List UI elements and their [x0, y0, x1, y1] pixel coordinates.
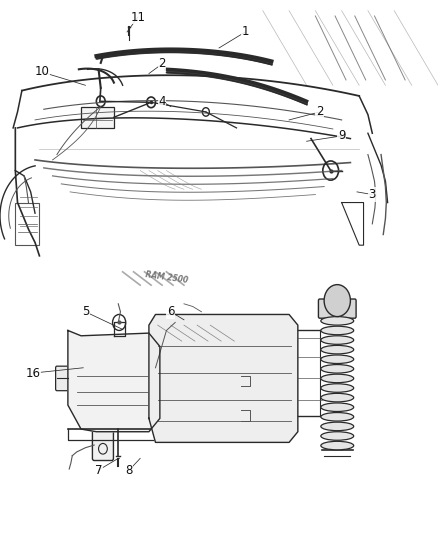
FancyBboxPatch shape — [56, 366, 71, 391]
Text: RAM 2500: RAM 2500 — [145, 270, 188, 285]
Text: 11: 11 — [131, 11, 145, 23]
Text: 2: 2 — [158, 58, 166, 70]
Ellipse shape — [321, 374, 354, 383]
Ellipse shape — [321, 432, 354, 440]
Text: 6: 6 — [167, 305, 175, 318]
FancyBboxPatch shape — [81, 107, 114, 128]
Text: 10: 10 — [34, 66, 49, 78]
Text: 3: 3 — [369, 188, 376, 201]
Text: 16: 16 — [25, 367, 40, 379]
Polygon shape — [68, 330, 160, 432]
Ellipse shape — [321, 336, 354, 344]
FancyBboxPatch shape — [182, 346, 217, 364]
Text: 7: 7 — [95, 464, 102, 477]
Ellipse shape — [321, 441, 354, 450]
FancyBboxPatch shape — [182, 400, 217, 417]
Text: 2: 2 — [316, 106, 324, 118]
FancyBboxPatch shape — [318, 299, 356, 318]
Polygon shape — [149, 314, 298, 442]
Ellipse shape — [321, 345, 354, 354]
Ellipse shape — [321, 403, 354, 411]
Text: 4: 4 — [158, 95, 166, 108]
Ellipse shape — [321, 393, 354, 402]
FancyBboxPatch shape — [92, 427, 113, 461]
Text: 8: 8 — [126, 464, 133, 477]
Ellipse shape — [321, 422, 354, 431]
Ellipse shape — [321, 413, 354, 421]
Ellipse shape — [321, 317, 354, 325]
Ellipse shape — [321, 365, 354, 373]
Circle shape — [324, 285, 350, 317]
FancyBboxPatch shape — [182, 373, 217, 390]
Ellipse shape — [321, 326, 354, 335]
Ellipse shape — [321, 355, 354, 364]
Text: 5: 5 — [82, 305, 89, 318]
Ellipse shape — [321, 384, 354, 392]
Text: 1: 1 — [241, 26, 249, 38]
Text: 9: 9 — [338, 130, 346, 142]
